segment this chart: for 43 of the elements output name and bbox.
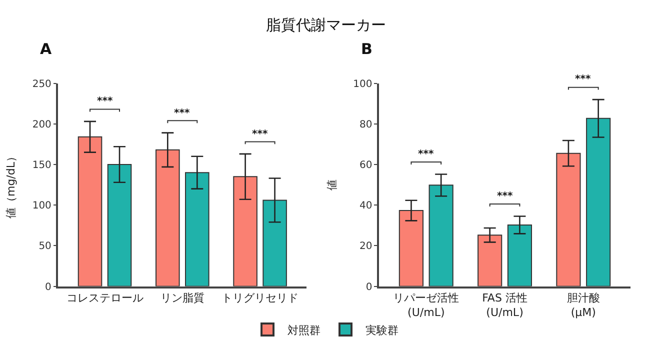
text: A xyxy=(40,40,52,58)
text: B xyxy=(361,40,372,58)
y-tick-label: 100 xyxy=(353,78,372,90)
y-tick-label: 50 xyxy=(38,241,52,252)
y-tick-label: 250 xyxy=(32,78,52,90)
x-tick-label: リパーゼ活性 (U/mL) xyxy=(393,291,460,319)
y-tick-label: 40 xyxy=(359,200,372,212)
y-tick-label: 0 xyxy=(366,282,372,293)
annotation: *** xyxy=(174,108,190,119)
bar xyxy=(556,152,581,286)
bar xyxy=(156,149,180,286)
bar xyxy=(586,118,611,286)
y-tick-label: 20 xyxy=(359,241,372,252)
y-tick-label: 0 xyxy=(45,282,52,293)
bar xyxy=(507,224,532,286)
y-tick-label: 60 xyxy=(359,160,372,171)
x-tick-label: トリグリセリド xyxy=(222,291,299,304)
bar xyxy=(233,176,258,286)
annotation: *** xyxy=(497,191,514,202)
bar xyxy=(107,164,132,286)
bar xyxy=(185,172,210,286)
annotation: *** xyxy=(97,96,114,107)
y-tick-label: 150 xyxy=(32,160,52,171)
annotation: *** xyxy=(575,74,592,85)
x-tick-label: FAS 活性 (U/mL) xyxy=(482,291,528,319)
x-tick-label: 胆汁酸 (μM) xyxy=(566,291,600,319)
bar xyxy=(78,136,102,286)
legend-label: 実験群 xyxy=(366,324,398,337)
y-tick-label: 200 xyxy=(32,119,52,130)
x-tick-label: コレステロール xyxy=(66,291,144,304)
annotation: *** xyxy=(252,129,268,140)
x-tick-label: リン脂質 xyxy=(160,291,204,304)
y-axis-title: 値 xyxy=(325,179,338,190)
chart-title: 脂質代謝マーカー xyxy=(266,16,386,34)
bar xyxy=(428,184,454,286)
bar xyxy=(478,234,502,286)
bar xyxy=(262,200,287,286)
legend-label: 対照群 xyxy=(288,324,320,337)
y-tick-label: 80 xyxy=(359,119,372,130)
y-axis-title: 値（mg/dL） xyxy=(4,151,18,219)
annotation: *** xyxy=(418,149,434,160)
bar xyxy=(398,210,424,286)
y-tick-label: 100 xyxy=(32,200,52,212)
